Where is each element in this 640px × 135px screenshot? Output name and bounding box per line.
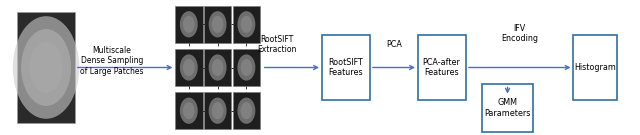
Ellipse shape xyxy=(212,16,223,33)
Text: GMM
Parameters: GMM Parameters xyxy=(484,98,531,118)
Ellipse shape xyxy=(209,54,227,81)
Ellipse shape xyxy=(13,16,79,119)
Bar xyxy=(175,6,202,43)
Bar xyxy=(233,6,260,43)
Ellipse shape xyxy=(183,102,195,119)
Ellipse shape xyxy=(180,54,198,81)
FancyBboxPatch shape xyxy=(322,35,370,100)
Ellipse shape xyxy=(180,11,198,37)
FancyBboxPatch shape xyxy=(417,35,466,100)
Bar xyxy=(204,6,232,43)
Ellipse shape xyxy=(212,59,223,76)
Ellipse shape xyxy=(209,11,227,37)
Text: IFV
Encoding: IFV Encoding xyxy=(501,24,538,43)
Text: PCA: PCA xyxy=(387,40,402,49)
FancyBboxPatch shape xyxy=(482,84,533,132)
Bar xyxy=(204,92,232,129)
Bar xyxy=(175,49,202,86)
Ellipse shape xyxy=(21,29,71,106)
FancyBboxPatch shape xyxy=(573,35,617,100)
Bar xyxy=(204,49,232,86)
Ellipse shape xyxy=(29,42,63,93)
Ellipse shape xyxy=(241,16,252,33)
Ellipse shape xyxy=(241,102,252,119)
Bar xyxy=(233,92,260,129)
Text: Multiscale
Dense Sampling
of Large Patches: Multiscale Dense Sampling of Large Patch… xyxy=(80,46,144,76)
Text: RootSIFT
Features: RootSIFT Features xyxy=(328,58,363,77)
Ellipse shape xyxy=(209,98,227,124)
Ellipse shape xyxy=(212,102,223,119)
Text: RootSIFT
Extraction: RootSIFT Extraction xyxy=(257,35,296,54)
Text: PCA-after
Features: PCA-after Features xyxy=(422,58,461,77)
Ellipse shape xyxy=(237,54,255,81)
Ellipse shape xyxy=(180,98,198,124)
Text: Histogram: Histogram xyxy=(574,63,616,72)
Ellipse shape xyxy=(183,59,195,76)
Bar xyxy=(17,12,75,123)
Ellipse shape xyxy=(183,16,195,33)
Ellipse shape xyxy=(237,98,255,124)
Bar xyxy=(233,49,260,86)
Bar xyxy=(175,92,202,129)
Ellipse shape xyxy=(237,11,255,37)
Ellipse shape xyxy=(241,59,252,76)
